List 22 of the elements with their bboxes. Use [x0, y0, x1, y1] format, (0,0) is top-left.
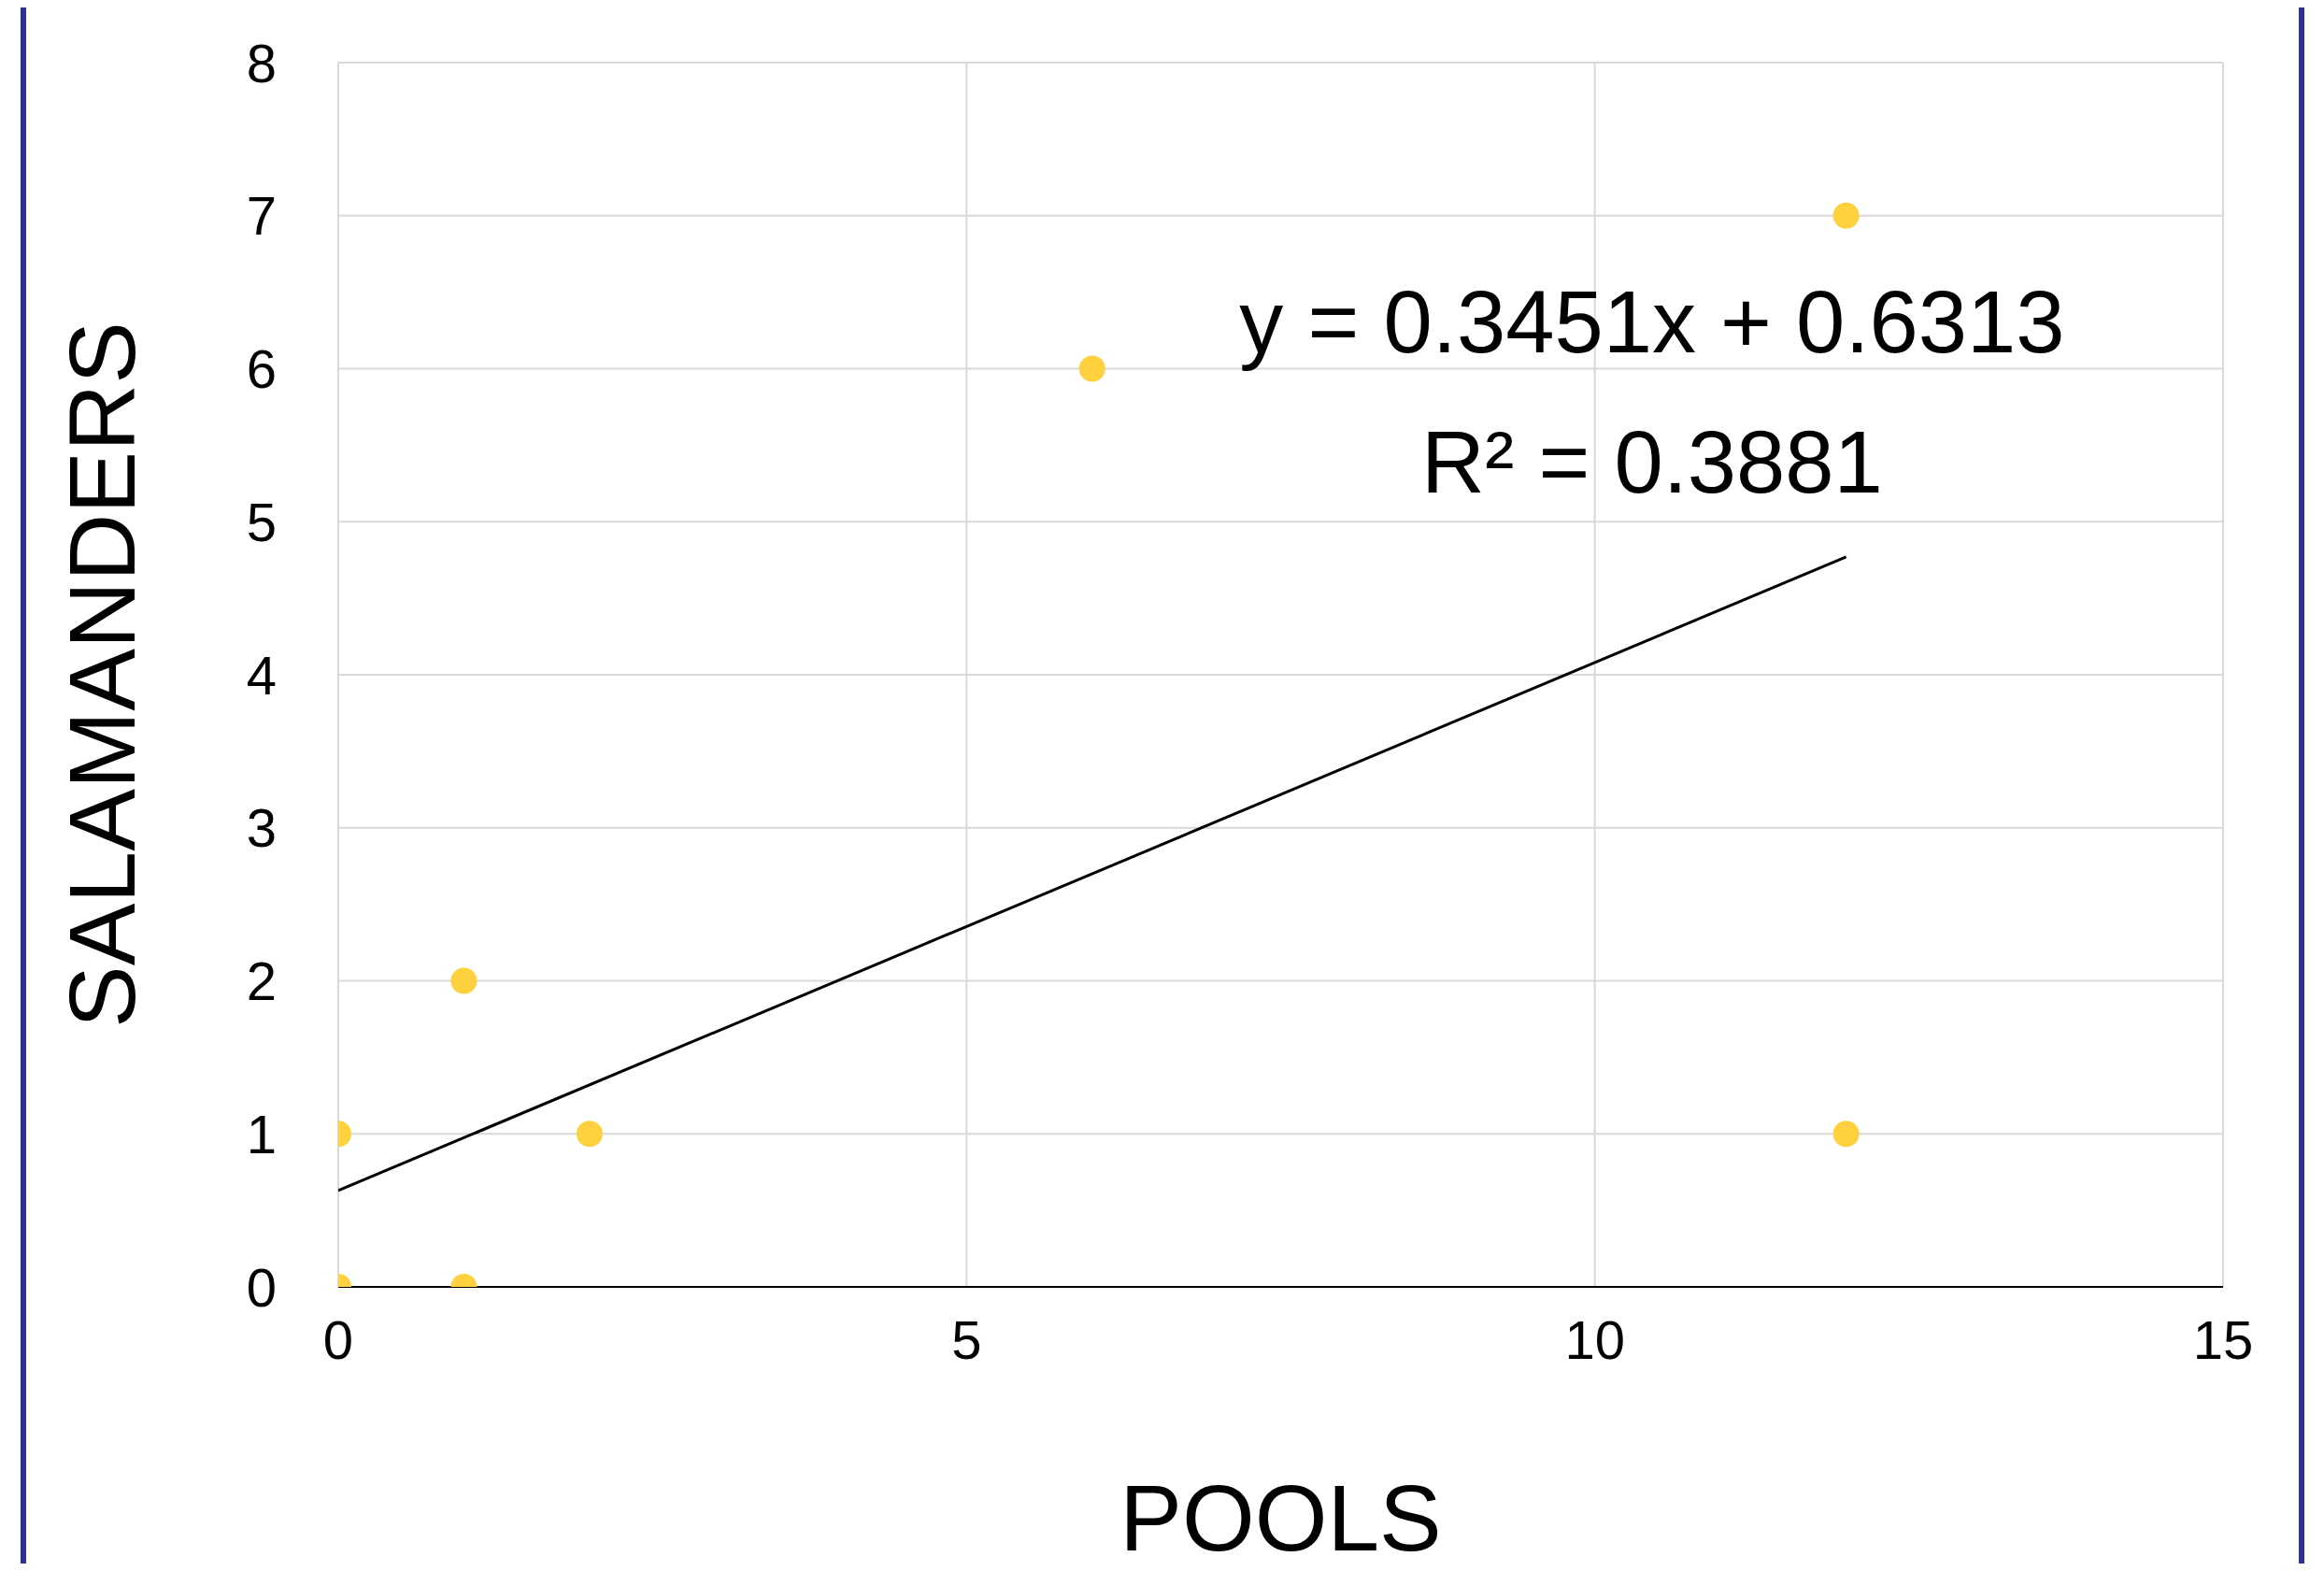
y-tick-label: 5 [246, 491, 277, 552]
x-axis-title: POOLS [1119, 1465, 1442, 1570]
y-tick-label: 2 [246, 950, 277, 1012]
point [1832, 1121, 1860, 1148]
y-tick-label: 7 [246, 185, 277, 247]
x-tick-label: 15 [2192, 1309, 2254, 1371]
y-tick-label: 8 [246, 32, 277, 93]
x-tick-label: 5 [951, 1309, 982, 1371]
y-axis-title: SALAMANDERS [49, 321, 154, 1028]
y-tick-label: 0 [246, 1256, 277, 1318]
y-tick-label: 3 [246, 797, 277, 859]
y-tick-label: 6 [246, 338, 277, 400]
point [450, 967, 478, 994]
x-tick-label: 0 [322, 1309, 354, 1371]
annotation: R² = 0.3881 [1420, 413, 1884, 511]
y-tick-label: 4 [246, 644, 277, 706]
y-tick-label: 1 [246, 1103, 277, 1164]
x-tick-label: 10 [1564, 1309, 1625, 1371]
point [576, 1121, 603, 1148]
point [1078, 355, 1105, 382]
annotation: y = 0.3451x + 0.6313 [1238, 273, 2066, 371]
point [1832, 202, 1860, 229]
